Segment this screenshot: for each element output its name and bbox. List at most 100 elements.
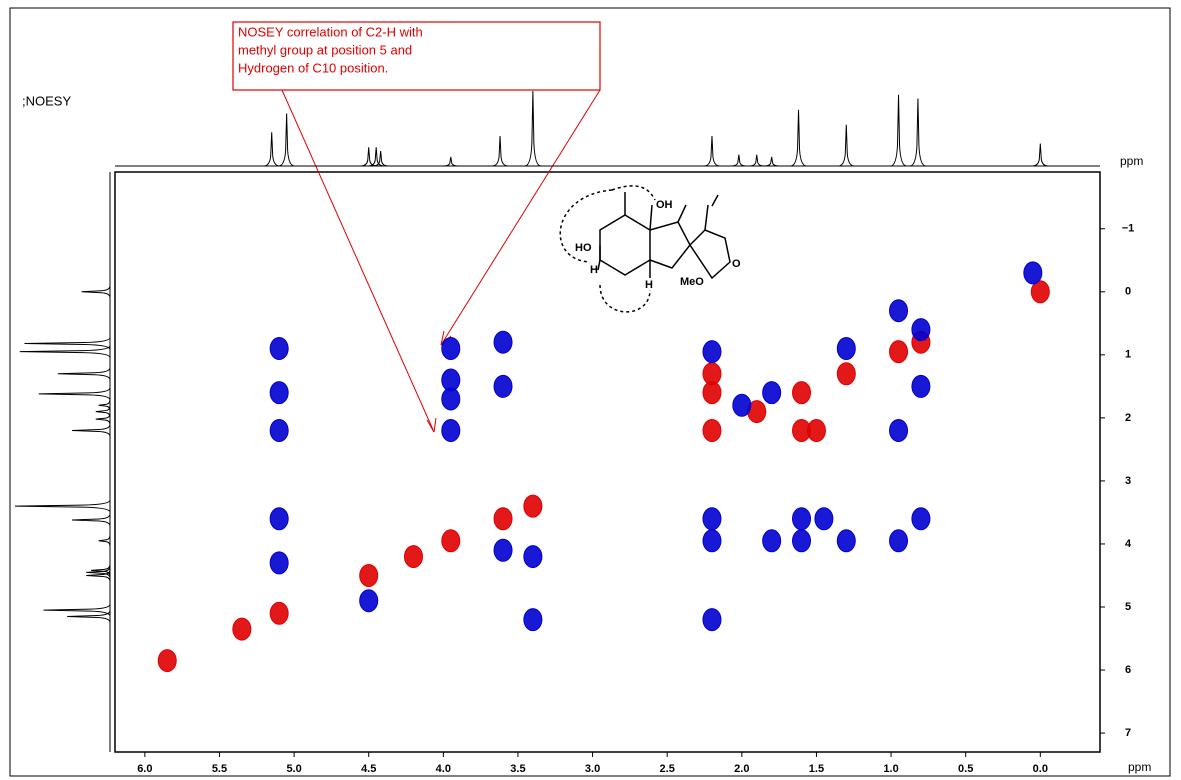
y-tick-label: −1: [1122, 223, 1135, 235]
structure-label: MeO: [680, 276, 704, 288]
cross-peak: [269, 381, 289, 405]
cross-peak: [911, 507, 931, 531]
top-projection-peak: [909, 98, 927, 167]
top-projection-peak: [730, 154, 747, 167]
left-projection-peak: [90, 564, 111, 577]
cross-peak: [441, 529, 461, 553]
cross-peak: [792, 381, 812, 405]
structure-label: HO: [575, 242, 592, 254]
annotation-line: NOSEY correlation of C2-H with: [238, 24, 423, 39]
y-tick-label: 7: [1125, 727, 1131, 739]
cross-peak: [269, 507, 289, 531]
cross-peak: [732, 393, 752, 417]
left-projection-peak: [43, 604, 111, 617]
cross-peak: [792, 507, 812, 531]
left-projection-peak: [38, 387, 111, 401]
left-projection-peak: [81, 285, 111, 298]
x-tick-label: 4.0: [436, 763, 451, 775]
x-tick-label: 1.0: [883, 763, 898, 775]
cross-peak: [523, 494, 543, 518]
cross-peak: [493, 538, 513, 562]
y-tick-label: 2: [1125, 412, 1131, 424]
top-projection-peak: [360, 147, 377, 167]
left-projection-peak: [71, 424, 111, 437]
cross-peak: [911, 374, 931, 398]
chart-title: ;NOESY: [22, 93, 71, 108]
cross-peak: [269, 601, 289, 625]
left-projection-peak: [95, 413, 111, 426]
cross-peak: [702, 507, 722, 531]
cross-peak: [493, 374, 513, 398]
cross-peak: [762, 381, 782, 405]
left-projection-peak: [14, 499, 111, 513]
y-tick-label: 0: [1125, 286, 1131, 298]
x-tick-label: 2.0: [734, 763, 749, 775]
x-tick-label: 6.0: [137, 763, 152, 775]
structure-label: O: [732, 258, 741, 270]
cross-peak: [702, 418, 722, 442]
y-tick-label: 5: [1125, 601, 1131, 613]
y-tick-label: 6: [1125, 664, 1131, 676]
cross-peak: [702, 608, 722, 632]
x-unit-top: ppm: [1120, 154, 1143, 168]
cross-peak: [702, 529, 722, 553]
cross-peak: [359, 563, 379, 587]
cross-peak: [702, 340, 722, 364]
top-projection-peak: [790, 109, 807, 167]
cross-peak: [1030, 280, 1050, 304]
x-tick-label: 4.5: [361, 763, 376, 775]
cross-peak: [792, 529, 812, 553]
y-tick-label: 3: [1125, 475, 1131, 487]
y-tick-label: 1: [1125, 349, 1131, 361]
left-projection-peak: [67, 610, 111, 623]
cross-peak: [889, 299, 909, 323]
structure-label: OH: [656, 199, 673, 211]
left-projection-peak: [57, 367, 111, 380]
y-tick-label: 4: [1125, 538, 1132, 550]
cross-peak: [911, 318, 931, 342]
cross-peak: [493, 330, 513, 354]
cross-peak: [269, 337, 289, 361]
x-tick-label: 5.0: [286, 763, 301, 775]
left-projection-peak: [86, 569, 111, 582]
top-projection-peak: [838, 124, 855, 167]
cross-peak: [836, 337, 856, 361]
left-projection-peak: [95, 405, 111, 418]
plot-frame: [114, 171, 1101, 753]
cross-peak: [441, 337, 461, 361]
top-projection-peak: [368, 147, 385, 167]
top-projection-peak: [748, 154, 765, 167]
cross-peak: [523, 545, 543, 569]
cross-peak: [441, 387, 461, 411]
left-projection-peak: [19, 345, 111, 358]
structure-label: H: [645, 279, 653, 291]
cross-peak: [836, 529, 856, 553]
top-projection-peak: [263, 132, 280, 167]
cross-peak: [269, 551, 289, 575]
cross-peak: [814, 507, 834, 531]
x-tick-label: 2.5: [660, 763, 675, 775]
cross-peak: [762, 529, 782, 553]
cross-peak: [232, 617, 252, 641]
cross-peak: [269, 418, 289, 442]
left-projection-peak: [98, 534, 111, 547]
left-projection-peak: [86, 566, 111, 579]
annotation-box: [232, 21, 601, 91]
left-projection-peak: [71, 513, 111, 527]
cross-peak: [889, 418, 909, 442]
cross-peak: [1023, 261, 1043, 285]
cross-peak: [157, 649, 177, 673]
top-projection-peak: [763, 156, 780, 167]
annotation-line: methyl group at position 5 and: [238, 42, 412, 57]
x-tick-label: 1.5: [809, 763, 824, 775]
top-projection-peak: [524, 90, 541, 167]
structure-label: H: [590, 264, 598, 276]
x-tick-label: 5.5: [212, 763, 227, 775]
top-projection-peak: [703, 135, 721, 167]
cross-peak: [702, 381, 722, 405]
structure: [559, 185, 731, 313]
cross-peak: [889, 529, 909, 553]
cross-peak: [836, 362, 856, 386]
cross-peak: [889, 340, 909, 364]
